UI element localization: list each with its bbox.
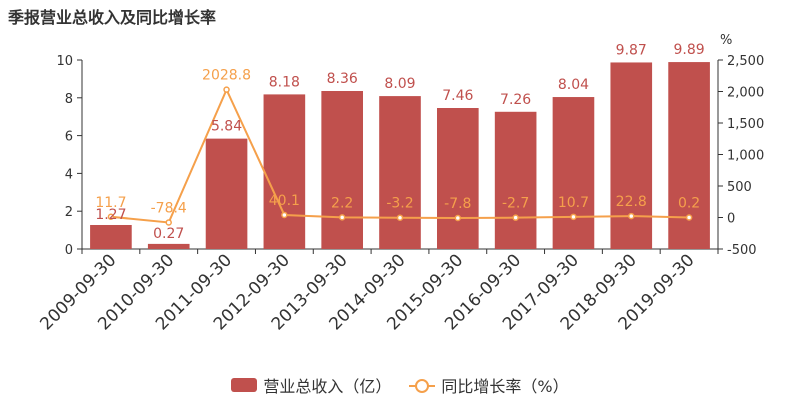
y-right-tick-label: 2,500 <box>727 54 764 69</box>
growth-point <box>570 213 577 221</box>
y-right-unit: % <box>720 33 732 48</box>
growth-data-label: 11.7 <box>95 195 126 211</box>
bar <box>668 62 710 250</box>
legend-item-growth[interactable]: 同比增长率（%） <box>409 373 569 397</box>
growth-data-label: 2.2 <box>331 195 353 211</box>
chart-title: 季报营业总收入及同比增长率 <box>8 8 217 27</box>
bar <box>379 96 421 249</box>
legend-line-marker-icon <box>409 378 436 393</box>
bar-data-label: 8.04 <box>558 77 589 93</box>
legend-label-revenue: 营业总收入（亿） <box>263 377 392 396</box>
y-left-tick-label: 2 <box>65 205 73 220</box>
growth-point <box>223 86 230 93</box>
bar <box>263 94 306 249</box>
y-left-tick-label: 0 <box>65 243 73 258</box>
bar <box>205 138 248 249</box>
growth-data-label: 22.8 <box>616 194 647 210</box>
growth-point <box>338 214 346 221</box>
bar <box>147 243 190 249</box>
growth-point <box>165 219 172 226</box>
growth-point <box>281 211 288 219</box>
growth-data-label: 2028.8 <box>202 68 251 84</box>
bar-data-label: 8.36 <box>327 71 358 87</box>
growth-data-label: 0.2 <box>678 195 700 211</box>
legend: 营业总收入（亿） 同比增长率（%） <box>0 374 800 396</box>
growth-point <box>107 213 115 221</box>
bar-data-label: 8.18 <box>269 74 300 90</box>
growth-data-label: -7.8 <box>444 196 471 212</box>
y-left-tick-label: 10 <box>56 54 73 69</box>
bar <box>321 90 363 249</box>
growth-point <box>685 214 693 221</box>
growth-data-label: 40.1 <box>269 193 300 209</box>
bar-data-label: 9.87 <box>616 42 647 58</box>
growth-point <box>396 214 404 221</box>
bar-data-label: 1.27 <box>95 207 126 223</box>
bar <box>437 108 479 249</box>
growth-point <box>454 214 462 222</box>
growth-point <box>512 214 519 221</box>
bar-data-label: 9.89 <box>674 42 705 58</box>
bar <box>494 111 537 249</box>
bar-data-label: 8.09 <box>384 76 415 92</box>
growth-data-label: -2.7 <box>502 196 529 212</box>
growth-data-label: -3.2 <box>386 196 413 212</box>
y-right-tick-label: 1,000 <box>727 149 764 164</box>
y-right-tick-label: 1,500 <box>727 117 764 132</box>
growth-data-label: 10.7 <box>558 195 589 211</box>
y-right-tick-label: 2,000 <box>727 86 764 101</box>
bar-data-label: 5.84 <box>211 119 242 135</box>
bar-data-label: 0.27 <box>153 226 184 242</box>
y-right-tick-label: -500 <box>727 243 757 258</box>
bar-data-label: 7.46 <box>442 88 473 104</box>
growth-data-label: -78.4 <box>151 200 187 216</box>
y-left-tick-label: 8 <box>65 92 73 107</box>
bar-data-label: 7.26 <box>500 92 531 108</box>
y-left-tick-label: 4 <box>65 167 73 182</box>
bar <box>90 224 132 249</box>
y-left-tick-label: 6 <box>65 130 73 145</box>
legend-bar-swatch-icon <box>231 378 258 392</box>
bar <box>610 62 653 249</box>
y-right-tick-label: 0 <box>727 212 735 227</box>
growth-point <box>628 212 635 220</box>
bar <box>552 97 595 249</box>
legend-item-revenue[interactable]: 营业总收入（亿） <box>231 373 391 397</box>
y-right-tick-label: 500 <box>727 180 752 195</box>
legend-label-growth: 同比增长率（%） <box>441 377 569 396</box>
